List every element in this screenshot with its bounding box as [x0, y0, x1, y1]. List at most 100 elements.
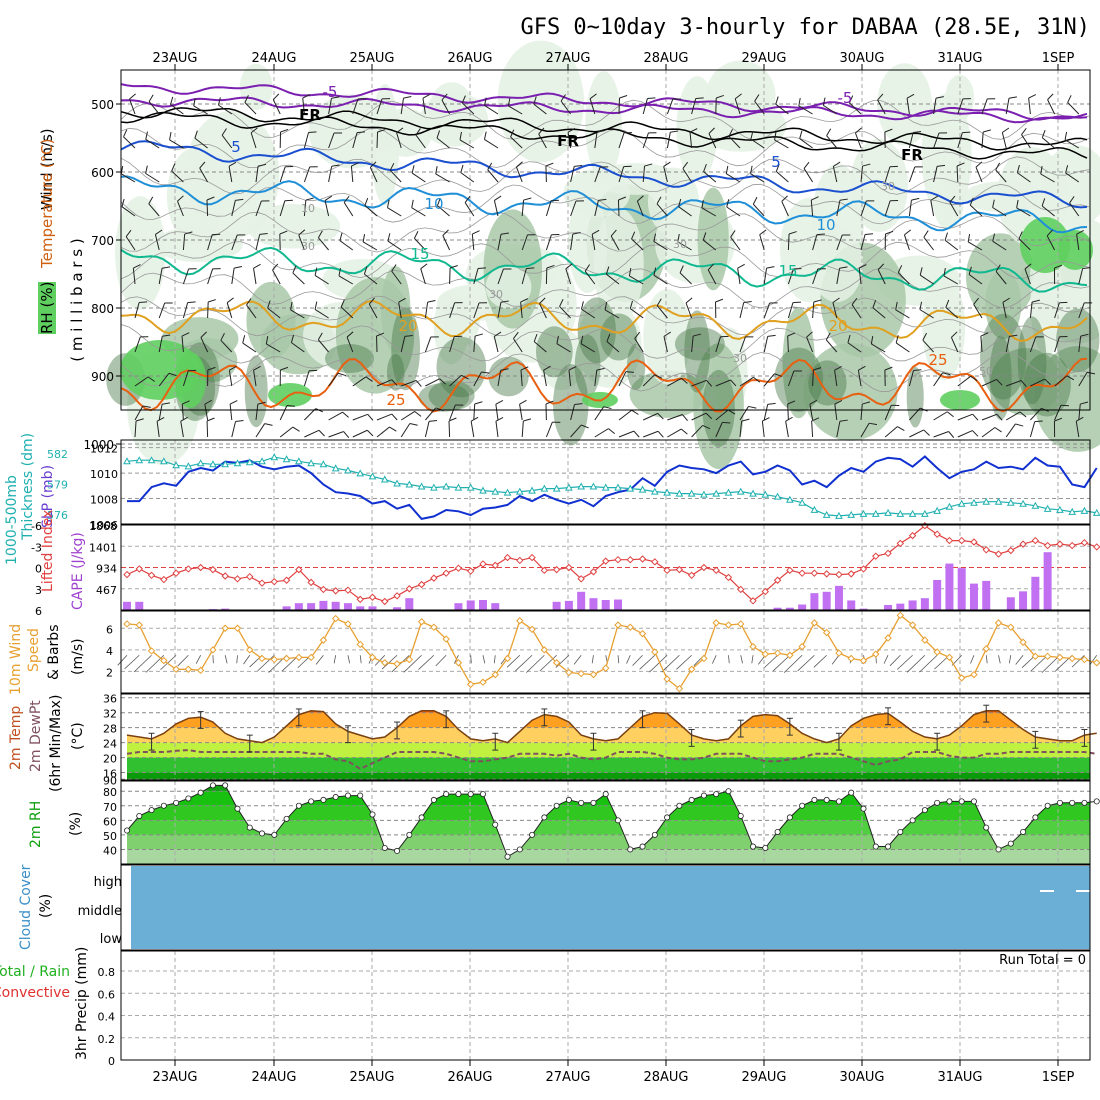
wind-barb: [1078, 302, 1085, 319]
li-marker: [540, 566, 549, 575]
li-marker: [196, 563, 205, 572]
wind-barb: [913, 369, 922, 372]
wind-barb: [1015, 423, 1024, 427]
rh-marker: [713, 791, 720, 798]
wind-barb-10m: [1030, 654, 1048, 672]
wind-barb: [767, 402, 776, 405]
wind-barb: [981, 427, 996, 438]
wind-barb: [391, 379, 398, 386]
wind-barb: [324, 200, 330, 217]
wind-barb: [473, 403, 476, 421]
wind-barb-10m: [315, 654, 324, 665]
wind-barb: [1065, 165, 1069, 174]
wind-barb: [145, 138, 160, 149]
wind-barb: [279, 200, 286, 217]
slp-label-thickness: 1000-500mb: [4, 475, 20, 565]
rh-tick-label: 70: [103, 801, 117, 814]
rh-marker: [541, 814, 548, 821]
precip-tick-label: 0.2: [98, 1033, 116, 1046]
cape-bar: [1019, 591, 1028, 610]
rh-contour: [120, 295, 1090, 337]
wind-barb: [493, 200, 499, 217]
wind-barb: [969, 197, 974, 206]
wind-barb: [654, 374, 663, 379]
temp-tick-label: 20: [103, 753, 117, 766]
wind-barb: [497, 234, 502, 251]
wind-barb: [207, 366, 216, 371]
wind-barb: [685, 302, 693, 319]
cape-bar: [859, 608, 868, 610]
wind-barb: [606, 333, 611, 342]
rh-marker: [737, 812, 744, 819]
rh-tick-label: 50: [103, 830, 117, 843]
thickness-marker: [577, 482, 586, 490]
wind-barb: [545, 421, 553, 438]
wind-barb: [133, 264, 141, 269]
wind-speed-marker: [454, 659, 463, 667]
rh-marker: [1032, 814, 1039, 821]
li-marker: [786, 566, 794, 575]
rh-marker: [627, 846, 634, 853]
wind-barb: [411, 165, 415, 174]
rh-shade-dark: [674, 327, 725, 361]
cloud-level-label: high: [94, 875, 122, 890]
cape-bar: [454, 603, 463, 610]
wind-barb-10m: [676, 654, 692, 670]
wind-barb: [906, 98, 910, 115]
precip-label-unit: 3hr Precip (mm): [74, 947, 90, 1060]
wind-barb: [570, 200, 577, 217]
wind-barb: [781, 201, 789, 217]
wind-barb: [1024, 263, 1032, 270]
wind-barb: [957, 430, 973, 438]
wind-barb: [858, 365, 866, 371]
rh-marker: [750, 843, 757, 850]
temp-band: [127, 712, 1090, 728]
rh-marker: [688, 796, 695, 803]
wind-barb: [1034, 420, 1043, 423]
rh-marker: [1081, 799, 1088, 806]
wind-barb: [703, 163, 707, 172]
wind-barb: [923, 429, 930, 436]
wind-barb: [231, 421, 237, 438]
thickness-marker: [405, 480, 414, 488]
contour-label: 30: [881, 180, 895, 193]
wind-barb: [980, 336, 983, 353]
wind-barb: [158, 268, 163, 285]
wind-tick-label: 2: [106, 666, 113, 679]
rh-marker: [799, 802, 806, 809]
wind-barb: [594, 370, 598, 387]
cape-bar: [368, 606, 377, 610]
wind-barb: [930, 200, 935, 217]
wind-barb: [682, 414, 688, 421]
li-marker: [1056, 540, 1064, 548]
wind-barb: [968, 274, 983, 285]
wind-barb-10m: [757, 654, 766, 665]
li-marker: [123, 570, 131, 579]
rh-shade-dark: [386, 354, 405, 391]
date-label-top: 30AUG: [839, 51, 884, 66]
wind-barb: [280, 128, 289, 133]
rh-tick-label: 40: [103, 844, 117, 857]
wind-barb: [343, 195, 350, 203]
wind-barb: [259, 232, 268, 235]
rh-marker: [848, 789, 855, 796]
wind-barb: [725, 165, 729, 174]
wind-barb: [449, 336, 455, 353]
wind-barb: [995, 162, 1001, 171]
wind-speed-marker: [700, 654, 708, 663]
wind-barb: [206, 196, 215, 201]
pressure-tick-label: 900: [91, 370, 114, 384]
rh-marker: [173, 799, 180, 806]
wind-barb: [631, 409, 639, 415]
wind-barb: [1046, 235, 1056, 251]
cape-bar: [319, 600, 328, 610]
wind-barb: [981, 378, 997, 387]
wind-barb: [949, 195, 956, 203]
li-marker: [675, 565, 684, 574]
wind-speed-marker: [552, 659, 561, 667]
rh-shade: [485, 265, 532, 309]
wind-barb: [618, 196, 627, 201]
wind-barb: [171, 170, 184, 183]
wind-barb: [944, 239, 959, 251]
cloud-level-label: low: [100, 932, 123, 947]
